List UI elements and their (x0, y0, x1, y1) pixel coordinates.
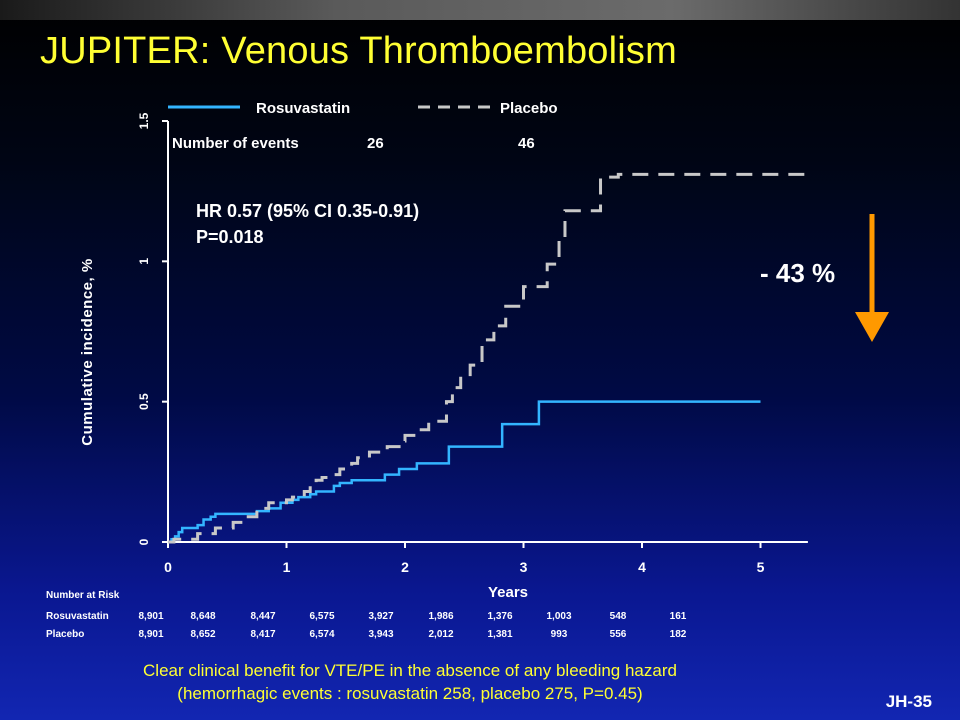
events-rosuvastatin: 26 (367, 135, 384, 152)
y-tick-label: 0.5 (137, 393, 151, 410)
rosuvastatin-curve (168, 400, 761, 544)
x-tick-label: 4 (638, 559, 646, 575)
events-label: Number of events (172, 135, 299, 152)
legend-placebo-label: Placebo (500, 100, 558, 117)
chart-series (168, 172, 808, 544)
placebo-curve (168, 172, 808, 544)
footer-line-2: (hemorrhagic events : rosuvastatin 258, … (177, 684, 643, 703)
footer-line-1: Clear clinical benefit for VTE/PE in the… (143, 661, 677, 680)
x-tick-label: 3 (520, 559, 528, 575)
x-tick-label: 1 (283, 559, 291, 575)
p-value-text: P=0.018 (196, 227, 264, 247)
chart-axes: 0 1 2 3 4 5 0 0.5 1 1.5 (137, 112, 808, 575)
slide-top-bar (0, 0, 960, 20)
y-axis-title: Cumulative incidence, % (79, 258, 96, 445)
y-tick-label: 1.5 (137, 112, 151, 129)
y-tick-label: 0 (137, 538, 151, 545)
x-tick-label: 0 (164, 559, 172, 575)
legend-rosuvastatin-label: Rosuvastatin (256, 100, 350, 117)
x-tick-label: 5 (757, 559, 765, 575)
events-placebo: 46 (518, 135, 535, 152)
x-axis-title: Years (488, 584, 528, 601)
reduction-arrow-head (855, 312, 889, 342)
hazard-ratio-text: HR 0.57 (95% CI 0.35-0.91) (196, 201, 419, 221)
y-tick-label: 1 (137, 258, 151, 265)
slide-title: JUPITER: Venous Thromboembolism (40, 30, 677, 72)
slide-id: JH-35 (885, 692, 932, 711)
x-tick-label: 2 (401, 559, 409, 575)
reduction-label: - 43 % (760, 258, 835, 288)
